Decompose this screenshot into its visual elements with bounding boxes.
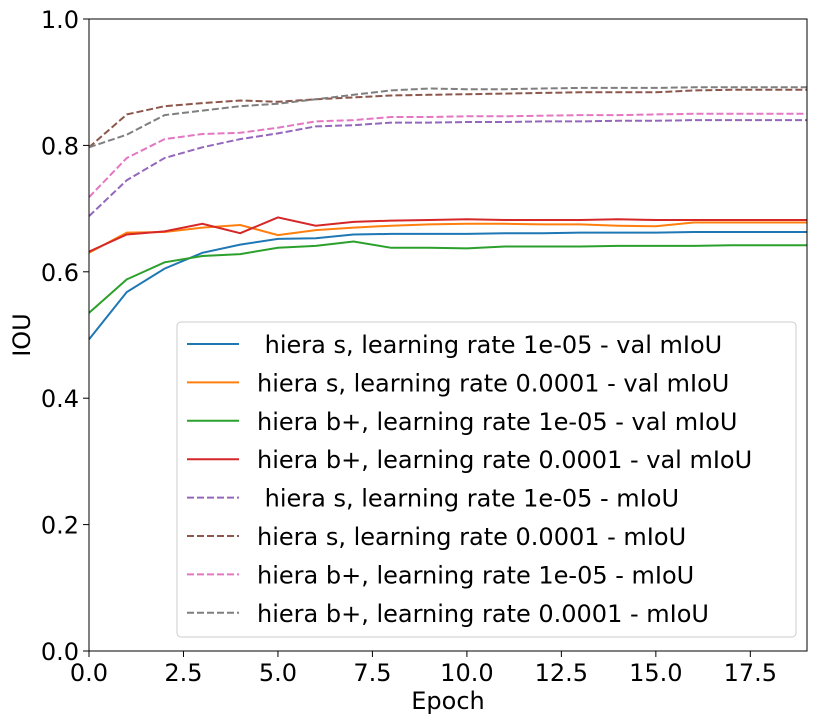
x-tick-label: 15.0: [629, 659, 682, 687]
x-tick-label: 12.5: [535, 659, 588, 687]
legend-label-8: hiera b+, learning rate 0.0001 - mIoU: [257, 600, 709, 628]
x-tick-label: 5.0: [259, 659, 297, 687]
x-tick-label: 7.5: [353, 659, 391, 687]
legend: hiera s, learning rate 1e-05 - val mIoU h…: [176, 321, 797, 638]
series-line-3: [88, 240, 807, 314]
legend-label-5: hiera s, learning rate 1e-05 - mIoU: [257, 485, 679, 513]
x-tick-label: 10.0: [440, 659, 493, 687]
series-line-2: [88, 221, 807, 254]
legend-label-6: hiera s, learning rate 0.0001 - mIoU: [257, 523, 686, 551]
y-tick-label: 0.8: [41, 132, 79, 160]
legend-label-1: hiera s, learning rate 1e-05 - val mIoU: [257, 331, 722, 359]
series-line-4: [88, 216, 807, 253]
series-line-6: [88, 88, 807, 149]
series-line-5: [88, 119, 807, 217]
x-tick-label: 0.0: [70, 659, 108, 687]
x-axis: 0.0 2.5 5.0 7.5 10.0 12.5 15.0 17.5: [70, 651, 777, 687]
y-axis: 0.0 0.2 0.4 0.6 0.8 1.0: [41, 6, 89, 666]
plot-frame: [88, 18, 808, 652]
x-tick-label: 2.5: [164, 659, 202, 687]
y-tick-label: 1.0: [41, 6, 79, 34]
y-tick-label: 0.4: [41, 385, 79, 413]
x-tick-label: 17.5: [724, 659, 777, 687]
series-line-7: [88, 112, 807, 198]
y-tick-label: 0.2: [41, 512, 79, 540]
series-line-8: [88, 86, 807, 149]
x-axis-label: Epoch: [411, 687, 485, 715]
y-tick-label: 0.0: [41, 638, 79, 666]
series-line-1: [88, 231, 807, 341]
legend-box: [176, 321, 797, 638]
y-axis-label: IOU: [8, 313, 36, 357]
legend-label-7: hiera b+, learning rate 1e-05 - mIoU: [257, 561, 694, 589]
legend-label-3: hiera b+, learning rate 1e-05 - val mIoU: [257, 408, 737, 436]
legend-label-4: hiera b+, learning rate 0.0001 - val mIo…: [257, 446, 752, 474]
series-layer: [88, 86, 807, 341]
legend-label-2: hiera s, learning rate 0.0001 - val mIoU: [257, 369, 729, 397]
y-tick-label: 0.6: [41, 259, 79, 287]
